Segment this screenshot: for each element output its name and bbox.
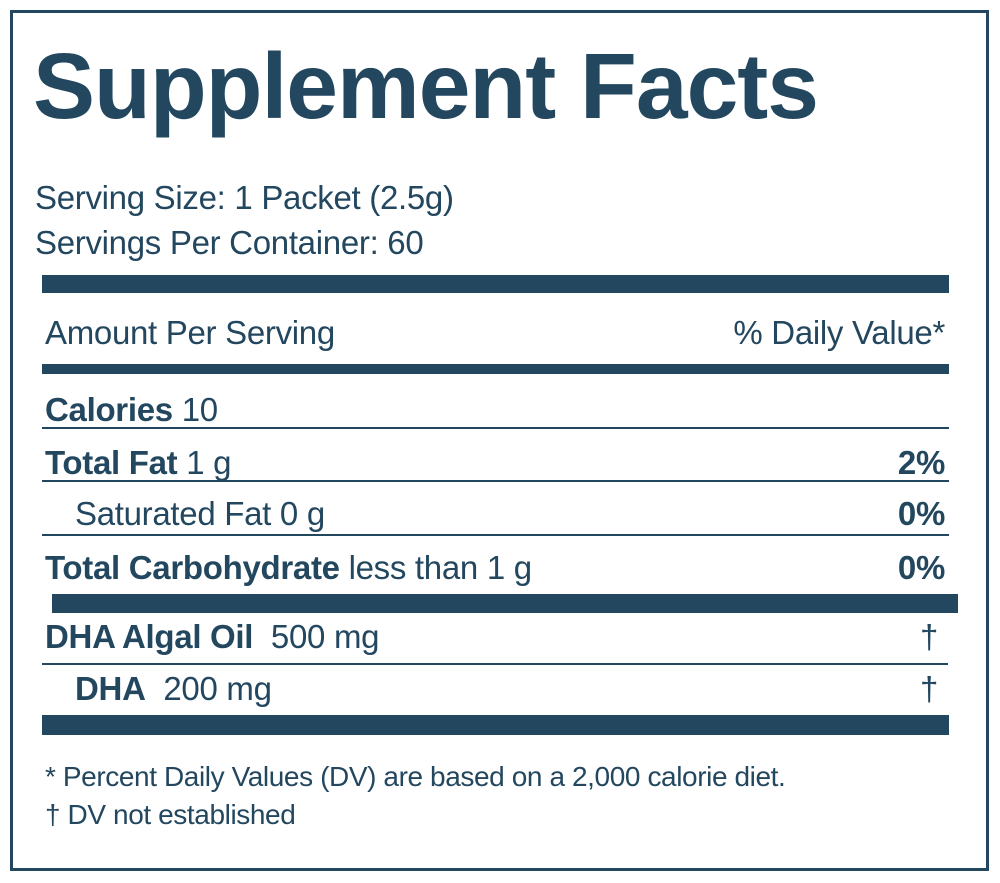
nutrient-dv: 2% — [897, 444, 945, 481]
ingredient-row-dha: DHA 200 mg — [75, 672, 272, 705]
row-divider — [42, 480, 949, 482]
nutrient-row-total-carbohydrate: Total Carbohydrate less than 1 g — [45, 551, 532, 584]
dagger-icon: † — [919, 618, 938, 655]
thick-divider — [52, 594, 958, 613]
nutrient-name: Total Carbohydrate — [45, 549, 340, 586]
nutrient-dv: 0% — [897, 495, 945, 532]
footnote-dv-not-established: † DV not established — [45, 799, 296, 830]
row-divider — [42, 534, 949, 536]
nutrient-row-total-fat: Total Fat 1 g — [45, 444, 232, 481]
nutrient-name: Calories — [45, 391, 173, 428]
dagger-icon: † — [919, 670, 938, 707]
nutrient-name: Total Fat — [45, 444, 178, 481]
ingredient-name: DHA Algal Oil — [45, 618, 254, 655]
ingredient-name: DHA — [75, 670, 146, 707]
daily-value-header: % Daily Value* — [733, 314, 945, 351]
nutrient-dv: 0% — [897, 549, 945, 586]
ingredient-row-dha-algal-oil: DHA Algal Oil 500 mg — [45, 618, 380, 655]
row-divider — [42, 427, 949, 429]
servings-per-container: Servings Per Container: 60 — [35, 224, 424, 261]
ingredient-amount: 500 mg — [270, 618, 380, 655]
nutrient-row-saturated-fat: Saturated Fat 0 g — [75, 497, 325, 530]
footnote-daily-values: * Percent Daily Values (DV) are based on… — [45, 761, 786, 792]
nutrient-amount: 1 g — [186, 444, 232, 481]
nutrient-amount: less than 1 g — [348, 549, 533, 586]
nutrient-name: Saturated Fat 0 g — [75, 495, 325, 532]
label-title: Supplement Facts — [33, 34, 819, 138]
medium-divider — [42, 364, 949, 374]
supplement-facts-panel — [10, 10, 989, 871]
nutrient-row-calories: Calories 10 — [45, 393, 218, 426]
amount-per-serving-header: Amount Per Serving — [45, 314, 335, 351]
ingredient-amount: 200 mg — [163, 670, 272, 707]
thick-divider — [42, 275, 949, 293]
thick-divider — [42, 715, 949, 735]
serving-size: Serving Size: 1 Packet (2.5g) — [35, 179, 454, 216]
nutrient-amount: 10 — [181, 391, 218, 428]
row-divider — [42, 663, 948, 665]
